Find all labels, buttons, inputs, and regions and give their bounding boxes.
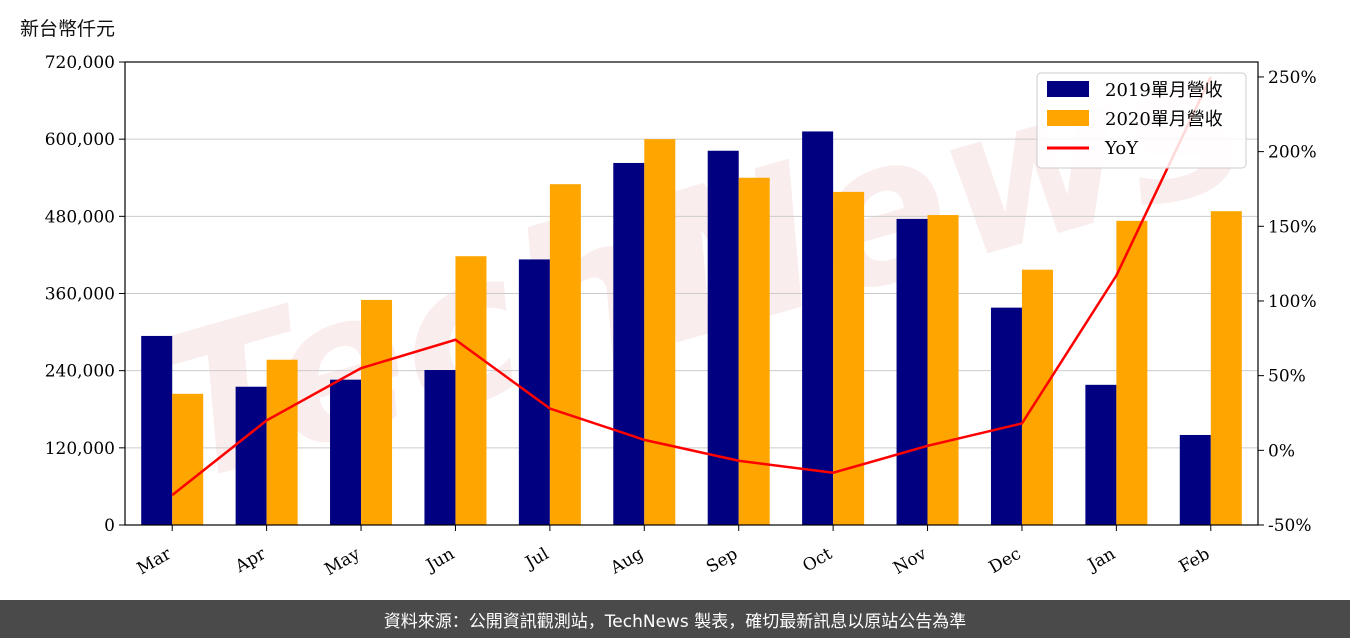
bar-2020 (1210, 211, 1242, 525)
x-tick-label: Oct (799, 544, 835, 577)
y2-tick-label: -50% (1268, 516, 1312, 536)
bars (141, 131, 1242, 526)
bar-2020 (927, 215, 959, 525)
bar-2020 (1116, 220, 1148, 525)
x-tick-label: Feb (1176, 544, 1214, 577)
legend: 2019單月營收 2020單月營收 YoY (1036, 72, 1247, 169)
x-tick-label: Apr (231, 544, 270, 578)
bar-2020 (266, 359, 298, 525)
bar-2020 (455, 256, 487, 525)
y2-tick-label: 150% (1268, 217, 1317, 237)
yoy-line (171, 76, 1212, 497)
bar-2020 (738, 177, 770, 525)
x-tick-label: Mar (134, 544, 176, 580)
y-tick-label: 0 (104, 516, 115, 536)
legend-swatch-2019 (1047, 81, 1089, 97)
x-tick-label: Nov (890, 544, 930, 579)
bar-2020 (549, 184, 581, 526)
bar-2019 (896, 218, 928, 525)
y2-tick-label: 0% (1268, 441, 1295, 461)
y-tick-label: 360,000 (45, 285, 115, 305)
bar-2019 (990, 307, 1022, 525)
y2-tick-label: 50% (1268, 367, 1306, 387)
revenue-chart: TechNews 0120,000240,000360,000480,00060… (45, 0, 1317, 580)
bar-2019 (141, 335, 173, 525)
bar-2019 (1179, 434, 1211, 525)
x-tick-label: Sep (703, 544, 741, 578)
legend-box (1036, 72, 1247, 169)
bar-2019 (802, 131, 834, 525)
bar-2019 (330, 379, 362, 525)
bar-2020 (172, 393, 204, 525)
x-tick-label: Dec (986, 544, 1025, 578)
footer-text: 資料來源：公開資訊觀測站，TechNews 製表，確切最新訊息以原站公告為準 (383, 611, 967, 632)
bar-2020 (833, 191, 865, 525)
y-tick-label: 240,000 (45, 362, 115, 382)
source-footer: 資料來源：公開資訊觀測站，TechNews 製表，確切最新訊息以原站公告為準 (0, 600, 1350, 638)
x-tick-label: Jan (1083, 544, 1119, 576)
x-tick-label: Jun (421, 544, 458, 577)
legend-label-2019: 2019單月營收 (1105, 80, 1223, 101)
y-tick-label: 120,000 (45, 439, 115, 459)
y2-tick-label: 200% (1268, 143, 1317, 163)
bar-2019 (424, 370, 456, 525)
yoy-line-layer (171, 76, 1212, 497)
x-tick-label: May (321, 544, 364, 580)
y2-tick-label: 250% (1268, 68, 1317, 88)
x-tick-label: Jul (521, 544, 553, 574)
y-axis-unit-label: 新台幣仟元 (20, 18, 116, 40)
legend-label-2020: 2020單月營收 (1105, 109, 1223, 130)
bar-2020 (361, 299, 393, 525)
bar-2020 (644, 139, 676, 525)
x-tick-label: Aug (606, 544, 647, 579)
bar-2019 (613, 162, 645, 525)
bar-2019 (707, 150, 739, 525)
y-tick-label: 480,000 (45, 207, 115, 227)
legend-label-yoy: YoY (1104, 138, 1139, 159)
bar-2019 (1085, 384, 1117, 525)
y-tick-label: 600,000 (45, 130, 115, 150)
bar-2019 (518, 259, 550, 525)
bar-2019 (235, 386, 267, 525)
legend-swatch-2020 (1047, 110, 1089, 126)
y-tick-label: 720,000 (45, 53, 115, 73)
y2-tick-label: 100% (1268, 292, 1317, 312)
